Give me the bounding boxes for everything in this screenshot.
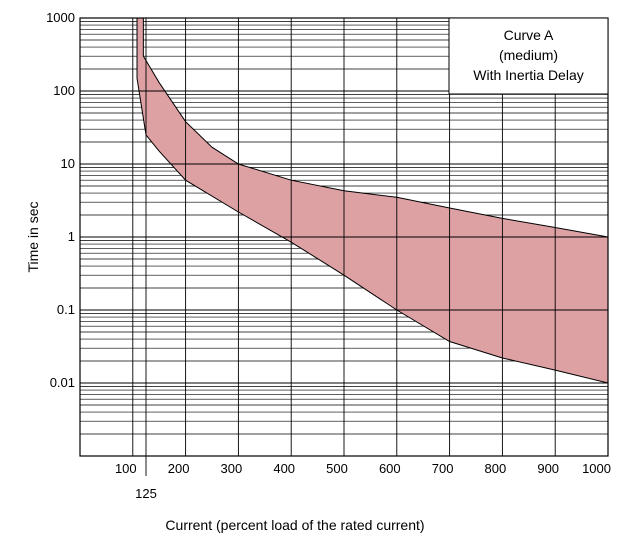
- x-tick-label-125: 125: [135, 486, 157, 501]
- y-tick-label: 100: [53, 83, 75, 98]
- x-tick-label: 700: [432, 461, 454, 476]
- y-tick-label: 0.1: [57, 302, 75, 317]
- plot-frame: [79, 17, 609, 457]
- x-tick-labels: 100 200 300 400 500 600 700 800 900 1000 125: [115, 461, 611, 501]
- legend-line-3: With Inertia Delay: [473, 67, 583, 83]
- x-tick-label: 1000: [582, 461, 611, 476]
- y-tick-label: 0.01: [50, 375, 75, 390]
- x-tick-label: 200: [168, 461, 190, 476]
- legend-line-1: Curve A: [504, 27, 554, 43]
- x-tick-label: 600: [379, 461, 401, 476]
- legend: Curve A (medium) With Inertia Delay: [448, 17, 609, 95]
- x-tick-label: 400: [273, 461, 295, 476]
- y-tick-label: 1000: [46, 10, 75, 25]
- y-tick-labels: 0.01 0.1 1 10 100 1000: [46, 10, 75, 390]
- x-axis-label: Current (percent load of the rated curre…: [165, 517, 424, 533]
- x-tick-label: 900: [537, 461, 559, 476]
- x-tick-label: 500: [326, 461, 348, 476]
- legend-box: [448, 17, 609, 95]
- x-tick-label: 100: [115, 461, 137, 476]
- y-axis-label: Time in sec: [25, 201, 41, 272]
- x-tick-label: 300: [221, 461, 243, 476]
- tolerance-band: [137, 18, 608, 383]
- x-tick-label: 800: [485, 461, 507, 476]
- y-tick-label: 1: [68, 229, 75, 244]
- y-tick-label: 10: [61, 156, 75, 171]
- legend-line-2: (medium): [499, 47, 558, 63]
